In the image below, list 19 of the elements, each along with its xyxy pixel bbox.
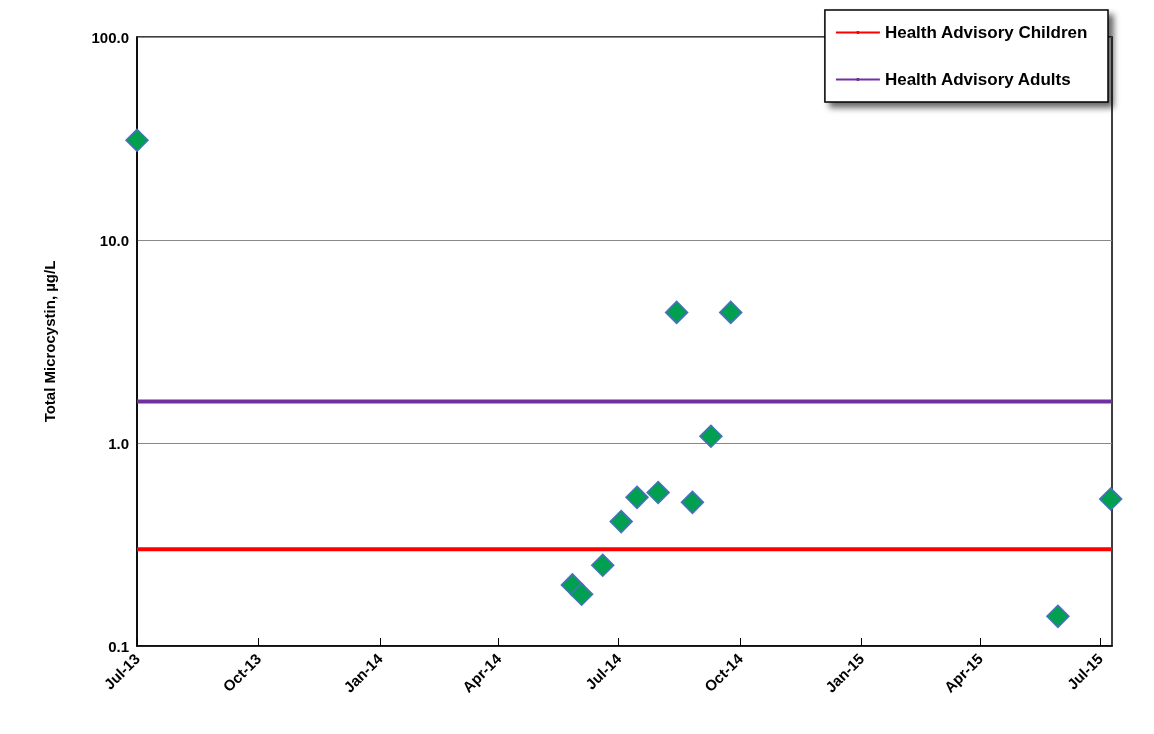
point [569,582,594,606]
point [646,480,670,505]
y-axis-title: Total Microcystin, µg/L [41,260,58,423]
point [1098,487,1123,511]
y-tick-label: 100.0 [91,28,129,46]
point [125,128,149,152]
point [699,424,723,448]
y-tick-label: 1.0 [108,434,129,452]
point [718,300,743,325]
point [625,485,649,510]
point [680,490,705,515]
y-tick-label: 0.1 [108,637,129,655]
point [590,553,615,577]
legend-label: Health Advisory Children [884,23,1088,42]
legend-label: Health Advisory Adults [884,70,1071,89]
y-tick-label: 10.0 [99,231,129,249]
point [664,300,689,325]
point [1046,604,1070,629]
point [609,509,633,534]
